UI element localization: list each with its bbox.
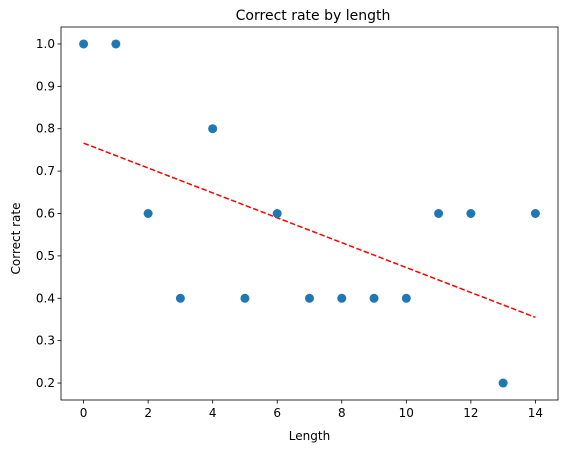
y-tick-label: 0.2	[36, 376, 55, 390]
y-tick-label: 0.5	[36, 249, 55, 263]
data-point	[208, 124, 218, 134]
data-point	[272, 209, 282, 218]
data-point	[111, 39, 121, 49]
plot-area: 0 2 4 6 8 10 12 14 0.2 0.3 0.4 0.5 0.6 0.7 0.8 0.9 1.0	[36, 26, 559, 420]
data-point	[240, 293, 250, 303]
x-tick-label: 12	[463, 406, 478, 420]
x-tick-label: 14	[528, 406, 543, 420]
data-point	[530, 209, 540, 218]
data-point	[175, 293, 185, 303]
data-point	[337, 293, 347, 303]
chart-title: Correct rate by length	[236, 8, 391, 24]
y-tick-label: 0.8	[36, 122, 55, 136]
data-point	[369, 293, 379, 303]
x-tick-label: 8	[338, 406, 346, 420]
plot-frame	[60, 26, 559, 401]
data-point	[498, 378, 508, 388]
y-tick-label: 0.9	[36, 79, 55, 93]
y-tick-label: 0.3	[36, 334, 55, 348]
y-tick-label: 0.6	[36, 207, 55, 221]
data-point	[466, 209, 476, 218]
data-point	[143, 209, 153, 218]
data-point	[79, 39, 89, 49]
x-tick-label: 10	[399, 406, 414, 420]
x-axis-label: Length	[289, 429, 330, 443]
x-tick-label: 2	[144, 406, 152, 420]
data-point	[434, 209, 444, 218]
y-axis-label: Correct rate	[9, 203, 23, 275]
y-tick-label: 0.4	[36, 291, 55, 305]
x-tick-label: 4	[209, 406, 217, 420]
data-point	[305, 293, 314, 303]
data-point	[401, 293, 411, 303]
trend-line	[83, 142, 536, 319]
y-tick-label: 0.7	[36, 164, 55, 178]
x-tick-label: 6	[273, 406, 281, 420]
x-tick-label: 0	[80, 406, 88, 420]
y-tick-label: 1.0	[36, 37, 55, 51]
